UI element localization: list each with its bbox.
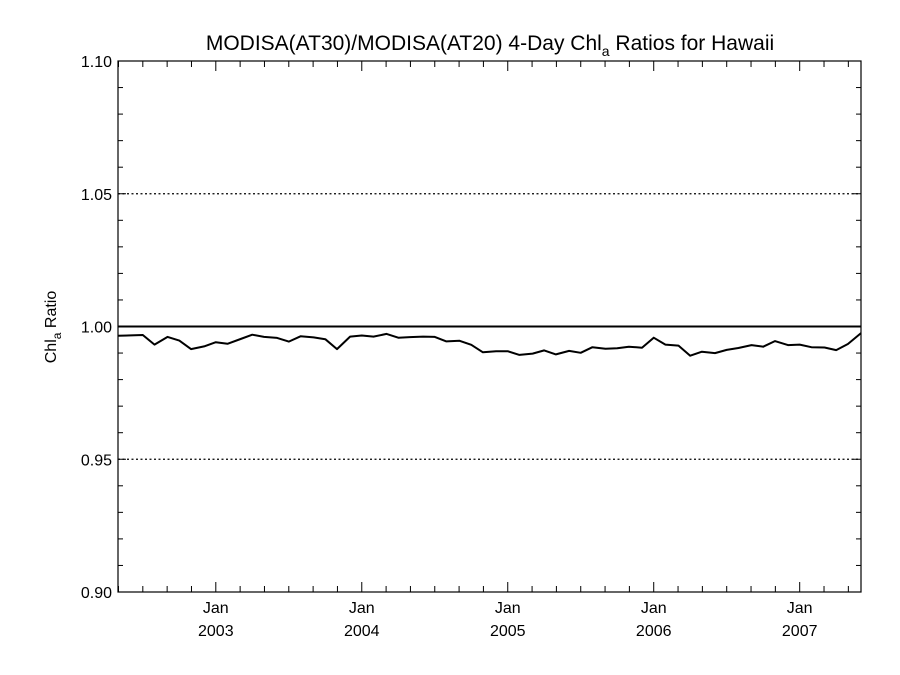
x-tick-year: 2003 (198, 623, 234, 640)
chart-title-main: MODISA(AT30)/MODISA(AT20) 4-Day Chl (206, 32, 602, 55)
plot-frame (117, 60, 862, 593)
y-tick-label: 1.05 (81, 187, 112, 204)
y-tick-labels: 0.90 0.95 1.00 1.05 1.10 (81, 54, 112, 602)
x-tick-year: 2004 (344, 623, 380, 640)
y-tick-label: 0.90 (81, 585, 112, 602)
x-tick-month: Jan (641, 600, 667, 617)
x-tick-month: Jan (495, 600, 521, 617)
chart-title-subscript: a (602, 43, 610, 59)
x-tick-year: 2005 (490, 623, 526, 640)
y-tick-label: 0.95 (81, 452, 112, 469)
series-line-ratio (117, 332, 862, 357)
chart-title: MODISA(AT30)/MODISA(AT20) 4-Day Chla Rat… (206, 32, 774, 59)
y-axis-label-main: Chl (43, 339, 60, 363)
y-axis-label-subscript: a (50, 332, 64, 339)
x-tick-year: 2006 (636, 623, 672, 640)
x-tick-month: Jan (787, 600, 813, 617)
chart-title-rest: Ratios for Hawaii (610, 32, 775, 55)
axis-ticks (117, 60, 861, 593)
x-tick-month: Jan (203, 600, 229, 617)
y-axis-label-rest: Ratio (43, 291, 60, 333)
y-axis-label: Chla Ratio (43, 291, 64, 364)
x-tick-month: Jan (349, 600, 375, 617)
x-tick-labels: Jan 2003 Jan 2004 Jan 2005 Jan 2006 Jan 2007 (198, 600, 818, 640)
y-tick-label: 1.00 (81, 320, 112, 337)
y-tick-label: 1.10 (81, 54, 112, 71)
x-tick-year: 2007 (782, 623, 818, 640)
